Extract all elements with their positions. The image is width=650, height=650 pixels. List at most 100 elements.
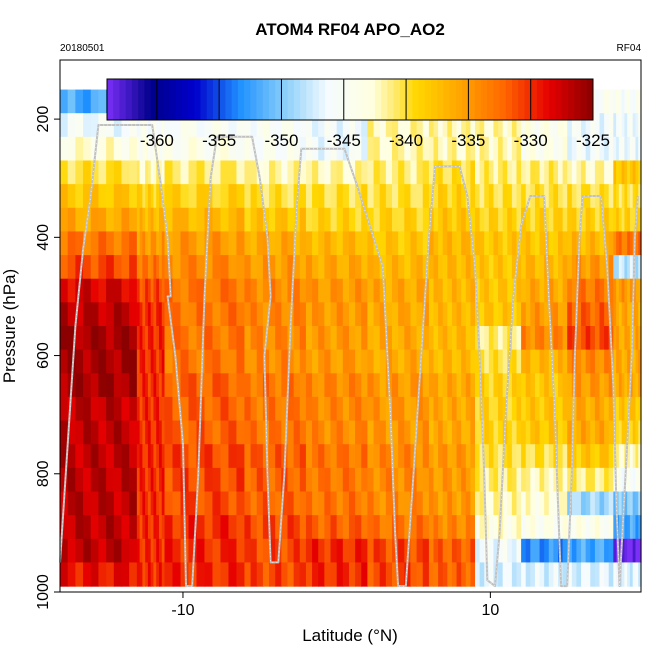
heatmap-cell bbox=[336, 396, 344, 422]
colorbar-step bbox=[350, 79, 357, 120]
heatmap-cell bbox=[60, 160, 69, 185]
heatmap-cell bbox=[305, 349, 313, 374]
heatmap-cell bbox=[511, 538, 518, 564]
heatmap-cell bbox=[180, 373, 190, 398]
heatmap-cell bbox=[608, 207, 614, 233]
heatmap-cell bbox=[121, 184, 130, 209]
heatmap-cell bbox=[465, 349, 471, 374]
heatmap-cell bbox=[153, 396, 157, 422]
heatmap-cell bbox=[558, 231, 564, 256]
heatmap-cell bbox=[604, 326, 610, 351]
heatmap-cell bbox=[83, 89, 92, 114]
heatmap-cell bbox=[498, 349, 504, 374]
heatmap-cell bbox=[136, 515, 141, 540]
heatmap-cell bbox=[180, 349, 190, 374]
heatmap-cell bbox=[613, 349, 617, 374]
heatmap-cell bbox=[502, 515, 508, 540]
heatmap-cell bbox=[484, 278, 490, 303]
heatmap-cell bbox=[236, 160, 246, 185]
heatmap-cell bbox=[305, 302, 313, 327]
heatmap-cell bbox=[632, 467, 637, 493]
heatmap-cell bbox=[576, 515, 582, 540]
heatmap-cell bbox=[60, 396, 69, 422]
heatmap-cell bbox=[618, 302, 623, 327]
heatmap-cell bbox=[153, 278, 157, 303]
heatmap-cell bbox=[398, 538, 405, 564]
y-tick-label: 800 bbox=[35, 460, 52, 487]
heatmap-cell bbox=[150, 326, 155, 351]
heatmap-cell bbox=[373, 113, 381, 138]
heatmap-cell bbox=[83, 396, 92, 422]
heatmap-cell bbox=[153, 207, 157, 233]
heatmap-cell bbox=[590, 396, 596, 422]
heatmap-cell bbox=[299, 515, 307, 540]
heatmap-cell bbox=[139, 444, 143, 469]
heatmap-cell bbox=[318, 113, 325, 138]
heatmap-cell bbox=[465, 207, 471, 233]
heatmap-cell bbox=[150, 136, 155, 162]
heatmap-cell bbox=[293, 420, 301, 445]
heatmap-cell bbox=[456, 538, 462, 564]
heatmap-cell bbox=[145, 231, 149, 256]
plot-frame bbox=[59, 59, 642, 593]
heatmap-cell bbox=[262, 373, 270, 398]
heatmap-cell bbox=[156, 302, 160, 327]
heatmap-cell bbox=[521, 538, 527, 564]
heatmap-cell bbox=[638, 89, 642, 114]
heatmap-cell bbox=[608, 255, 614, 280]
heatmap-cell bbox=[447, 278, 453, 303]
heatmap-cell bbox=[136, 302, 141, 327]
heatmap-cell bbox=[525, 373, 531, 398]
heatmap-cell bbox=[438, 562, 444, 587]
heatmap-cell bbox=[75, 515, 84, 540]
heatmap-cell bbox=[475, 231, 481, 256]
heatmap-cell bbox=[433, 396, 439, 422]
colorbar-step bbox=[287, 79, 295, 120]
heatmap-cell bbox=[164, 538, 174, 564]
heatmap-cell bbox=[456, 373, 462, 398]
heatmap-cell bbox=[530, 207, 536, 233]
heatmap-cell bbox=[98, 491, 107, 516]
heatmap-cell bbox=[621, 444, 625, 469]
heatmap-cell bbox=[75, 136, 84, 162]
heatmap-cell bbox=[438, 302, 444, 327]
heatmap-cell bbox=[355, 231, 362, 256]
heatmap-cell bbox=[275, 373, 282, 398]
heatmap-cell bbox=[312, 467, 319, 493]
colorbar-step bbox=[107, 79, 114, 120]
heatmap-cell bbox=[287, 420, 295, 445]
heatmap-cell bbox=[521, 326, 527, 351]
heatmap-cell bbox=[618, 231, 623, 256]
heatmap-cell bbox=[581, 538, 587, 564]
heatmap-cell bbox=[220, 467, 230, 493]
heatmap-cell bbox=[188, 136, 198, 162]
heatmap-cell bbox=[153, 113, 157, 138]
heatmap-cell bbox=[287, 538, 295, 564]
heatmap-cell bbox=[361, 326, 369, 351]
heatmap-cell bbox=[361, 160, 369, 185]
heatmap-cell bbox=[562, 207, 568, 233]
heatmap-cell bbox=[416, 160, 424, 185]
heatmap-cell bbox=[553, 562, 559, 587]
heatmap-cell bbox=[525, 420, 531, 445]
heatmap-cell bbox=[581, 160, 587, 185]
heatmap-cell bbox=[585, 515, 591, 540]
heatmap-cell bbox=[150, 467, 155, 493]
heatmap-cell bbox=[461, 136, 467, 162]
heatmap-cell bbox=[161, 396, 166, 422]
heatmap-cell bbox=[581, 515, 587, 540]
heatmap-cell bbox=[525, 349, 531, 374]
heatmap-cell bbox=[153, 515, 157, 540]
heatmap-cell bbox=[236, 467, 246, 493]
heatmap-cell bbox=[599, 538, 605, 564]
heatmap-cell bbox=[367, 302, 375, 327]
colorbar-step bbox=[150, 79, 158, 120]
heatmap-cell bbox=[465, 136, 471, 162]
heatmap-cell bbox=[67, 160, 76, 185]
heatmap-cell bbox=[428, 515, 435, 540]
heatmap-cell bbox=[269, 373, 276, 398]
heatmap-cell bbox=[250, 373, 258, 398]
heatmap-cell bbox=[616, 562, 620, 587]
heatmap-cell bbox=[456, 420, 462, 445]
heatmap-cell bbox=[98, 207, 107, 233]
